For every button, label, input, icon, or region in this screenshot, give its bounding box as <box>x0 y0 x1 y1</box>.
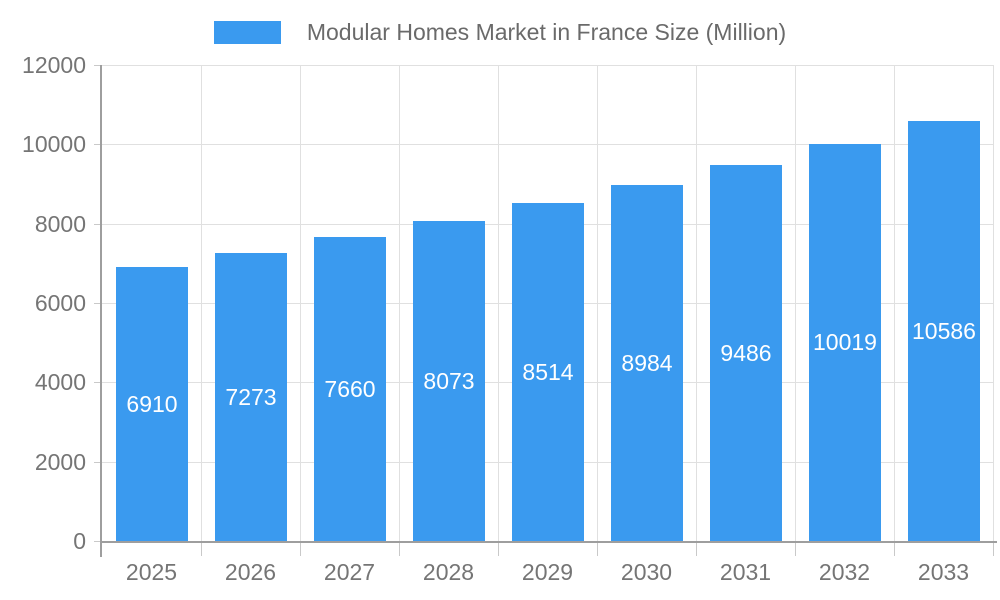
bar-value-label: 8984 <box>621 350 673 376</box>
h-gridline <box>102 65 993 66</box>
x-tick-label: 2026 <box>224 559 277 585</box>
y-tick-label: 10000 <box>22 131 86 157</box>
bar-value-label: 7660 <box>324 376 376 402</box>
x-tick-label: 2029 <box>521 559 574 585</box>
bar-value-label: 6910 <box>126 391 178 417</box>
y-tick-label: 4000 <box>34 369 86 395</box>
bar <box>611 185 683 541</box>
x-tick-label: 2033 <box>917 559 970 585</box>
y-axis-tick <box>94 144 102 145</box>
h-gridline <box>102 144 993 145</box>
x-axis-tick <box>300 541 301 556</box>
x-axis-tick <box>795 541 796 556</box>
y-tick-label: 2000 <box>34 449 86 475</box>
bar-value-label: 10586 <box>912 318 976 344</box>
bar <box>413 221 485 541</box>
x-tick-label: 2027 <box>323 559 376 585</box>
bar <box>512 203 584 541</box>
y-axis-tick <box>94 462 102 463</box>
v-gridline <box>597 65 598 541</box>
legend-color-swatch <box>213 21 281 44</box>
x-axis-tick <box>696 541 697 556</box>
bar <box>314 237 386 541</box>
x-tick-label: 2032 <box>818 559 871 585</box>
x-axis-tick <box>399 541 400 556</box>
legend-label: Modular Homes Market in France Size (Mil… <box>306 19 787 45</box>
x-axis-tick <box>597 541 598 556</box>
x-axis-tick <box>894 541 895 556</box>
bar-value-label: 8514 <box>522 359 574 385</box>
x-axis-tick <box>993 541 994 556</box>
bar <box>116 267 188 541</box>
x-tick-label: 2025 <box>125 559 178 585</box>
v-gridline <box>795 65 796 541</box>
bar-value-label: 10019 <box>813 329 877 355</box>
x-axis-tick <box>498 541 499 556</box>
y-tick-label: 0 <box>73 528 86 554</box>
x-tick-label: 2031 <box>719 559 772 585</box>
bar <box>908 121 980 541</box>
chart-legend: Modular Homes Market in France Size (Mil… <box>0 19 1000 46</box>
bar <box>215 253 287 541</box>
y-axis-line <box>100 65 102 557</box>
v-gridline <box>696 65 697 541</box>
v-gridline <box>300 65 301 541</box>
y-axis-tick <box>94 65 102 66</box>
v-gridline <box>399 65 400 541</box>
x-axis-line <box>100 541 997 543</box>
bar-value-label: 9486 <box>720 340 772 366</box>
v-gridline <box>894 65 895 541</box>
y-axis-tick <box>94 541 102 542</box>
bar-value-label: 8073 <box>423 368 475 394</box>
y-axis-tick <box>94 224 102 225</box>
y-tick-label: 8000 <box>34 211 86 237</box>
v-gridline <box>498 65 499 541</box>
x-axis-tick <box>201 541 202 556</box>
x-tick-label: 2030 <box>620 559 673 585</box>
y-axis-tick <box>94 303 102 304</box>
y-tick-label: 12000 <box>22 52 86 78</box>
y-axis-tick <box>94 382 102 383</box>
v-gridline <box>993 65 994 541</box>
x-tick-label: 2028 <box>422 559 475 585</box>
bar <box>809 144 881 541</box>
y-tick-label: 6000 <box>34 290 86 316</box>
bar <box>710 165 782 541</box>
v-gridline <box>201 65 202 541</box>
bar-value-label: 7273 <box>225 384 277 410</box>
